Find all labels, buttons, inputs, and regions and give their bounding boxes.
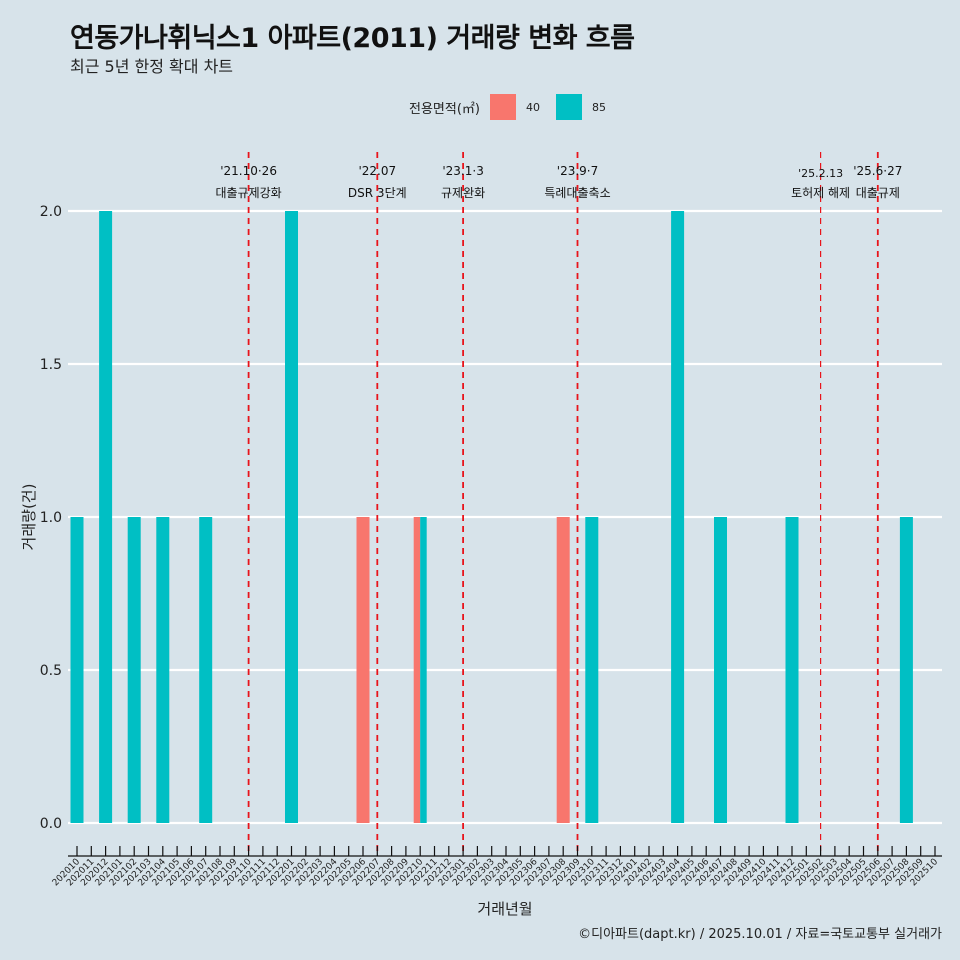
bar-40-202308 <box>556 517 570 823</box>
bar-85-202404 <box>671 211 685 823</box>
event-date-label: '25.6·27 <box>853 164 902 178</box>
y-tick-label: 2.0 <box>40 204 62 220</box>
event-desc-label: DSR 3단계 <box>348 186 407 200</box>
bar-85-202201 <box>285 211 298 823</box>
event-desc-label: 규제완화 <box>441 186 485 200</box>
caption: ©디아파트(dapt.kr) / 2025.10.01 / 자료=국토교통부 실… <box>578 927 942 942</box>
bar-85-202107 <box>199 517 213 823</box>
y-tick-label: 1.0 <box>40 510 62 526</box>
legend-title: 전용면적(㎡) <box>409 101 480 117</box>
chart-title: 연동가나휘닉스1 아파트(2011) 거래량 변화 흐름 <box>70 23 635 54</box>
bar-85-202412 <box>785 517 799 823</box>
bar-40-202210 <box>413 517 421 823</box>
event-date-label: '22.07 <box>358 164 396 178</box>
legend: 전용면적(㎡) 40 85 <box>409 93 622 121</box>
bar-85-202407 <box>714 517 727 823</box>
event-desc-label: 특례대출축소 <box>544 186 610 200</box>
bar-85-202104 <box>156 517 170 823</box>
y-axis-title: 거래량(건) <box>20 484 38 551</box>
legend-label-40: 40 <box>525 100 540 114</box>
event-date-label: '23.9·7 <box>557 164 598 178</box>
bar-85-202310 <box>585 517 599 823</box>
legend-label-85: 85 <box>591 100 606 114</box>
event-date-label: '21.10·26 <box>220 164 277 178</box>
bar-85-202012 <box>99 211 113 823</box>
event-date-label: '25.2.13 <box>798 167 843 180</box>
event-desc-label: 대출규제강화 <box>215 186 281 200</box>
bar-85-202102 <box>127 517 141 823</box>
bar-85-202010 <box>70 517 84 823</box>
legend-swatch-85 <box>555 94 582 120</box>
event-desc-label: 토허제 해제 <box>791 186 850 200</box>
y-tick-label: 1.5 <box>40 357 62 373</box>
x-axis-title: 거래년월 <box>477 900 532 918</box>
event-desc-label: 대출규제 <box>856 186 900 200</box>
bar-40-202206 <box>356 517 370 823</box>
y-tick-label: 0.0 <box>40 816 62 832</box>
event-date-label: '23.1·3 <box>442 164 483 178</box>
chart-subtitle: 최근 5년 한정 확대 차트 <box>70 57 234 76</box>
y-tick-label: 0.5 <box>40 663 62 679</box>
legend-swatch-40 <box>489 94 516 120</box>
bar-85-202508 <box>899 517 913 823</box>
bar-85-202210 <box>420 517 427 823</box>
